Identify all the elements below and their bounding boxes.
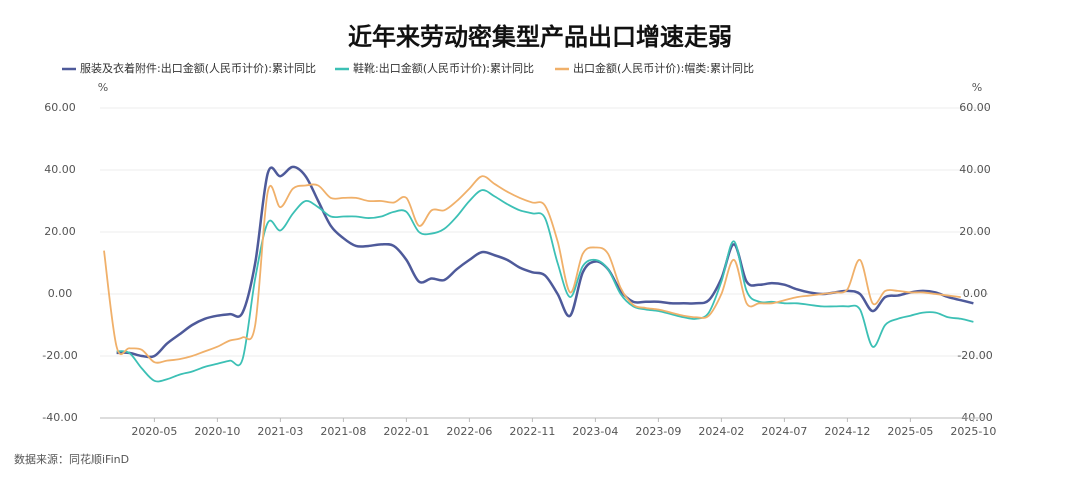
series-line [116, 165, 974, 359]
x-tick-label: 2024-07 [761, 425, 807, 438]
x-tick-label: 2024-02 [698, 425, 744, 438]
y-tick-label: -40.00 [42, 411, 77, 424]
x-tick-label: 2020-05 [131, 425, 177, 438]
x-tick-label: 2025-10 [950, 425, 996, 438]
y2-tick-label: 60.00 [959, 101, 991, 114]
series-line [103, 175, 961, 364]
y-unit: % [98, 81, 108, 94]
x-tick-label: 2021-03 [257, 425, 303, 438]
legend-label: 服装及衣着附件:出口金额(人民币计价):累计同比 [80, 61, 316, 75]
y-tick-label: 40.00 [44, 163, 76, 176]
x-tick-label: 2023-04 [572, 425, 618, 438]
y2-tick-label: 0.00 [963, 287, 988, 300]
x-tick-label: 2024-12 [824, 425, 870, 438]
x-tick-label: 2022-01 [383, 425, 429, 438]
y2-tick-label: 40.00 [959, 163, 991, 176]
y2-tick-label: -20.00 [957, 349, 992, 362]
x-tick-label: 2021-08 [320, 425, 366, 438]
y-tick-label: -20.00 [42, 349, 77, 362]
source: 数据来源：同花顺iFinD [14, 452, 129, 466]
chart-title: 近年来劳动密集型产品出口增速走弱 [348, 23, 732, 51]
legend-label: 出口金额(人民币计价):帽类:累计同比 [573, 61, 754, 75]
x-tick-label: 2022-06 [446, 425, 492, 438]
y-tick-label: 60.00 [44, 101, 76, 114]
x-tick-label: 2022-11 [509, 425, 555, 438]
x-tick-label: 2023-09 [635, 425, 681, 438]
y2-tick-label: 20.00 [959, 225, 991, 238]
y-tick-label: 0.00 [48, 287, 73, 300]
series-line [116, 189, 974, 383]
x-tick-label: 2025-05 [887, 425, 933, 438]
x-tick-label: 2020-10 [194, 425, 240, 438]
legend-label: 鞋靴:出口金额(人民币计价):累计同比 [353, 61, 534, 75]
y-tick-label: 20.00 [44, 225, 76, 238]
y2-unit: % [972, 81, 982, 94]
